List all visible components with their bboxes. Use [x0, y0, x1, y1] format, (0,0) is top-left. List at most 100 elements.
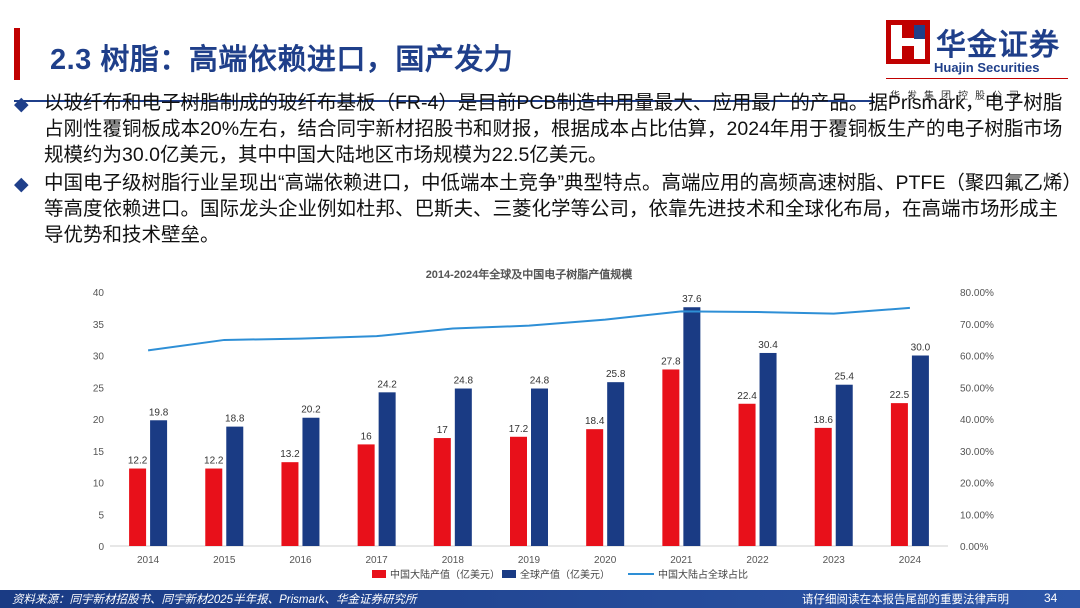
y-tick-label: 0 [98, 542, 104, 553]
bar-label-global: 30.4 [758, 340, 778, 351]
bullet-item: ◆ 以玻纤布和电子树脂制成的玻纤布基板（FR-4）是目前PCB制造中用量最大、应… [14, 90, 1074, 168]
bar-label-global: 37.6 [682, 294, 702, 305]
bar-label-china: 22.4 [737, 391, 757, 402]
y-tick-label: 35 [93, 320, 105, 331]
y2-tick-label: 20.00% [960, 479, 994, 490]
bar-label-global: 24.8 [454, 376, 474, 387]
bullet-text: 中国电子级树脂行业呈现出“高端依赖进口，中低端本土竞争”典型特点。高端应用的高频… [44, 172, 1073, 246]
y-tick-label: 10 [93, 479, 105, 490]
bar-label-china: 18.4 [585, 416, 605, 427]
x-tick-label: 2017 [366, 555, 389, 566]
y-tick-label: 20 [93, 415, 105, 426]
y2-tick-label: 0.00% [960, 542, 988, 553]
footer-band [0, 590, 1080, 608]
legend-label-share: 中国大陆占全球占比 [658, 568, 748, 581]
bar-label-global: 25.8 [606, 369, 626, 380]
bar-china [586, 429, 604, 546]
bar-global [759, 352, 777, 546]
y2-tick-label: 50.00% [960, 383, 994, 394]
bar-label-china: 22.5 [890, 390, 910, 401]
bar-label-global: 24.8 [530, 376, 550, 387]
y-tick-label: 40 [93, 288, 105, 299]
bar-label-global: 20.2 [301, 405, 321, 416]
y2-tick-label: 70.00% [960, 320, 994, 331]
bar-label-china: 27.8 [661, 356, 681, 367]
bar-china [129, 468, 147, 546]
y2-tick-label: 60.00% [960, 352, 994, 363]
y-tick-label: 25 [93, 383, 105, 394]
chart-title: 2014-2024年全球及中国电子树脂产值规模 [426, 267, 634, 281]
bar-china [281, 462, 299, 546]
bar-global [607, 382, 625, 546]
y2-tick-label: 30.00% [960, 447, 994, 458]
bar-label-china: 16 [361, 431, 373, 442]
bar-label-global: 24.2 [377, 379, 397, 390]
bar-china [205, 468, 223, 546]
line-china-share [147, 306, 910, 352]
title-bar: 2.3 树脂：高端依赖进口，国产发力 [14, 28, 874, 102]
legend-label-global: 全球产值（亿美元） [520, 568, 610, 581]
x-tick-label: 2024 [899, 555, 922, 566]
footer-disclaimer: 请仔细阅读在本报告尾部的重要法律声明 [802, 594, 1009, 606]
bar-china [738, 403, 756, 546]
diamond-bullet-icon: ◆ [14, 174, 29, 195]
x-tick-label: 2015 [213, 555, 236, 566]
logo-name: 华金证券 [936, 29, 1060, 62]
bar-china [890, 403, 908, 546]
bullet-list: ◆ 以玻纤布和电子树脂制成的玻纤布基板（FR-4）是目前PCB制造中用量最大、应… [14, 90, 1074, 250]
x-tick-label: 2016 [289, 555, 312, 566]
x-tick-label: 2021 [670, 555, 693, 566]
bar-global [911, 355, 929, 546]
x-tick-label: 2020 [594, 555, 617, 566]
bar-label-global: 19.8 [149, 407, 169, 418]
company-logo: 华金证券 Huajin Securities 华发集团控股公司 [886, 20, 1070, 102]
bar-china [433, 438, 451, 546]
y2-tick-label: 80.00% [960, 288, 994, 299]
x-tick-label: 2018 [442, 555, 465, 566]
bar-label-china: 12.2 [128, 456, 148, 467]
bar-label-china: 13.2 [280, 449, 300, 460]
logo-english-name: Huajin Securities [934, 60, 1040, 75]
bullet-item: ◆ 中国电子级树脂行业呈现出“高端依赖进口，中低端本土竞争”典型特点。高端应用的… [14, 170, 1074, 248]
bar-label-china: 18.6 [813, 415, 833, 426]
y-tick-label: 30 [93, 352, 105, 363]
y-tick-label: 5 [98, 510, 104, 521]
bar-china [357, 444, 375, 546]
bar-china [814, 427, 832, 546]
bar-global [835, 384, 853, 546]
huajin-logo-icon [886, 20, 930, 64]
diamond-bullet-icon: ◆ [14, 94, 29, 115]
x-tick-label: 2019 [518, 555, 541, 566]
bar-label-global: 25.4 [834, 372, 854, 383]
y2-tick-label: 10.00% [960, 510, 994, 521]
bar-global [150, 420, 168, 546]
bar-label-china: 17.2 [509, 424, 529, 435]
bar-global [378, 392, 396, 546]
page-number: 34 [1044, 591, 1058, 605]
title-underline [14, 100, 874, 102]
bar-label-china: 12.2 [204, 456, 224, 467]
legend-label-china: 中国大陆产值（亿美元） [390, 568, 500, 581]
bar-global [683, 307, 701, 546]
bullet-text: 以玻纤布和电子树脂制成的玻纤布基板（FR-4）是目前PCB制造中用量最大、应用最… [44, 92, 1063, 166]
bar-global [454, 388, 472, 546]
x-tick-label: 2014 [137, 555, 160, 566]
bar-global [302, 417, 320, 546]
bar-label-global: 18.8 [225, 414, 245, 425]
bar-label-global: 30.0 [911, 343, 931, 354]
bar-china [510, 436, 527, 546]
x-tick-label: 2022 [746, 555, 769, 566]
x-tick-label: 2023 [823, 555, 846, 566]
bar-global [531, 388, 548, 546]
legend-swatch-china [372, 570, 386, 578]
bar-global [226, 426, 244, 546]
bar-label-china: 17 [437, 425, 449, 436]
logo-subtitle: 华发集团控股公司 [890, 91, 1026, 102]
logo-divider [886, 78, 1068, 79]
footer-source: 资料来源：同宇新材招股书、同宇新材2025半年报、Prismark、华金证券研究… [12, 594, 417, 606]
title-accent-bar [14, 28, 20, 80]
bar-china [662, 369, 680, 546]
page-title: 2.3 树脂：高端依赖进口，国产发力 [50, 44, 514, 76]
resin-output-chart: 2014-2024年全球及中国电子树脂产值规模 0 5 10 15 20 25 30 35 40 0… [93, 267, 994, 581]
y-tick-label: 15 [93, 447, 105, 458]
